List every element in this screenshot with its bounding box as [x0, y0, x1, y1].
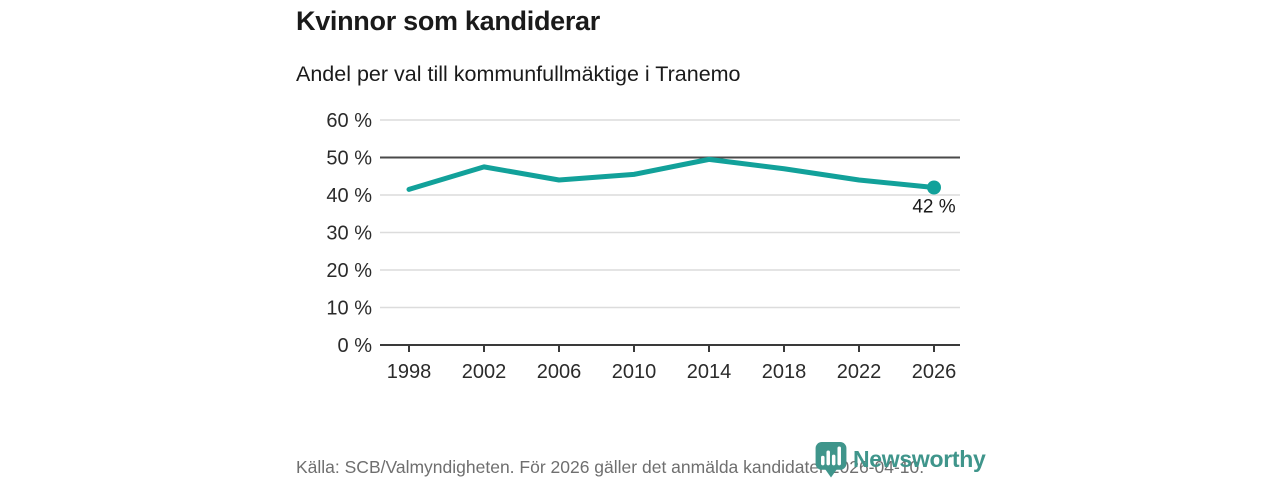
x-tick-label: 1998	[387, 361, 432, 383]
y-tick-label: 20 %	[326, 260, 372, 282]
line-chart-svg: 0 % 10 % 20 % 30 % 40 % 50 % 60 % 1998 2002 2006 2…	[326, 110, 960, 383]
y-tick-label: 0 %	[338, 335, 373, 357]
y-tick-label: 50 %	[326, 148, 372, 170]
line-chart: 0 % 10 % 20 % 30 % 40 % 50 % 60 % 1998 2002 2006 2…	[296, 105, 980, 395]
y-tick-label: 30 %	[326, 223, 372, 245]
x-tick-label: 2018	[762, 361, 807, 383]
y-tick-label: 60 %	[326, 110, 372, 132]
x-tick-label: 2022	[837, 361, 882, 383]
x-tick-label: 2006	[537, 361, 582, 383]
newsworthy-wordmark: Newsworthy	[853, 446, 986, 472]
x-tick-label: 2026	[912, 361, 957, 383]
x-tick-label: 2010	[612, 361, 657, 383]
x-tick-label: 2002	[462, 361, 507, 383]
source-note: Källa: SCB/Valmyndigheten. För 2026 gäll…	[296, 457, 925, 477]
y-tick-label: 10 %	[326, 298, 372, 320]
chart-title: Kvinnor som kandiderar	[296, 6, 600, 36]
end-point-label: 42 %	[912, 197, 955, 218]
y-tick-label: 40 %	[326, 185, 372, 207]
data-line	[406, 156, 937, 192]
newsworthy-logo: Newsworthy	[814, 441, 986, 478]
bar-chart-pin-icon	[815, 442, 847, 478]
x-tick-label: 2014	[687, 361, 732, 383]
chart-subtitle: Andel per val till kommunfullmäktige i T…	[296, 62, 741, 86]
end-point-marker	[927, 180, 941, 195]
